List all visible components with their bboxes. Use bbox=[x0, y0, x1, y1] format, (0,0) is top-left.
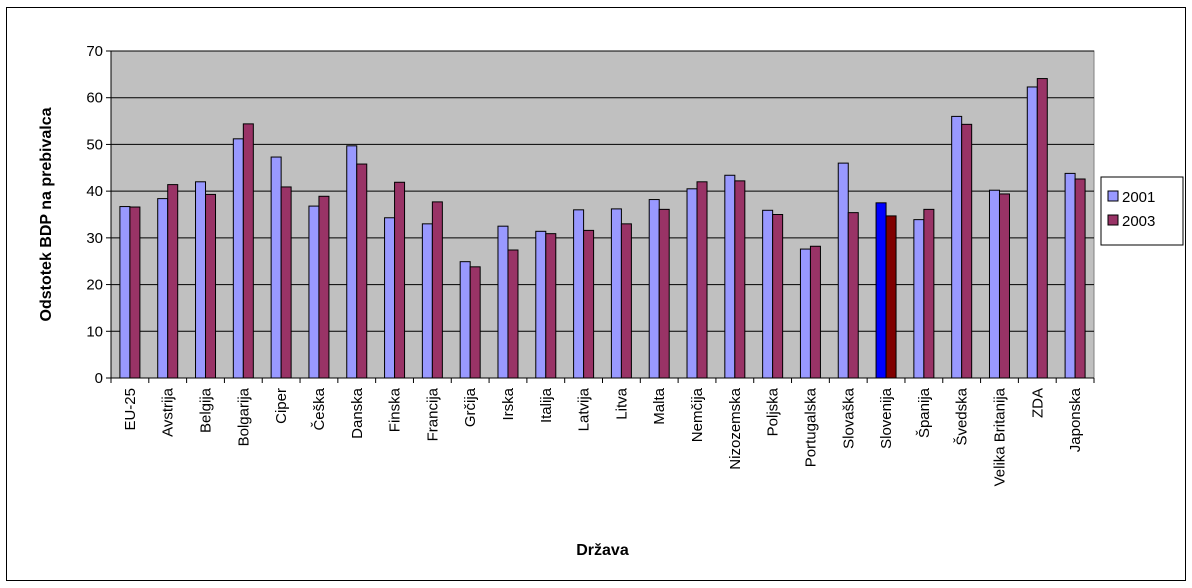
bar-2003 bbox=[545, 233, 557, 379]
x-tick-label: Malta bbox=[651, 387, 668, 424]
bar-2001 bbox=[1064, 172, 1076, 379]
bar-2003 bbox=[431, 201, 443, 379]
bar-2001 bbox=[837, 162, 849, 379]
bar-2001 bbox=[573, 209, 585, 379]
bar-2003 bbox=[923, 208, 935, 379]
bar-2001 bbox=[195, 181, 207, 379]
bar-2003 bbox=[356, 163, 368, 379]
x-tick-label: Nemčija bbox=[689, 387, 706, 442]
x-tick-label: Japonska bbox=[1067, 387, 1084, 452]
bar-2003 bbox=[772, 214, 784, 379]
plot-area bbox=[110, 50, 1095, 379]
x-tick-label: Italija bbox=[538, 387, 555, 423]
bar-2001 bbox=[421, 223, 433, 379]
x-tick-label: Nizozemska bbox=[727, 387, 744, 469]
legend-label: 2003 bbox=[1122, 213, 1155, 230]
x-tick-label: Portugalska bbox=[802, 387, 819, 467]
y-tick-label: 60 bbox=[86, 90, 103, 107]
bar-2001 bbox=[762, 209, 774, 379]
bar-2003 bbox=[620, 223, 632, 379]
x-axis-title: Država bbox=[576, 542, 629, 559]
bar-2001 bbox=[270, 156, 282, 379]
bar-2003 bbox=[1074, 178, 1086, 379]
x-tick-label: Slovaška bbox=[840, 387, 857, 449]
bar-2001 bbox=[459, 261, 471, 379]
y-tick-label: 30 bbox=[86, 230, 103, 247]
x-tick-label: Češka bbox=[311, 387, 328, 430]
axes-layer bbox=[106, 50, 1095, 383]
x-tick-label: Francija bbox=[424, 387, 441, 441]
bar-2001 bbox=[308, 205, 320, 379]
bar-2001 bbox=[610, 208, 622, 379]
bar-2001 bbox=[346, 145, 358, 379]
bar-2003 bbox=[809, 245, 821, 379]
y-tick-label: 40 bbox=[86, 183, 103, 200]
bar-2001 bbox=[875, 202, 887, 379]
bar-2003 bbox=[1036, 78, 1048, 379]
x-tick-label: Bolgarija bbox=[235, 387, 252, 446]
y-tick-label: 50 bbox=[86, 136, 103, 153]
bar-2001 bbox=[648, 199, 660, 379]
bar-2001 bbox=[686, 188, 698, 379]
x-tick-label: Avstrija bbox=[160, 387, 177, 437]
bar-2003 bbox=[734, 180, 746, 379]
bar-2001 bbox=[497, 225, 509, 379]
bar-2001 bbox=[913, 219, 925, 379]
labels-layer: 0 10 20 30 40 50 60 70 EU-25 Avstrija Belgija Bolga… bbox=[86, 43, 1084, 486]
bar-2003 bbox=[129, 206, 141, 379]
bar-2003 bbox=[658, 208, 670, 379]
bar-2003 bbox=[469, 266, 481, 379]
bar-2001 bbox=[119, 206, 131, 379]
x-tick-label: Grčija bbox=[462, 387, 479, 427]
x-tick-label: Ciper bbox=[273, 388, 290, 424]
legend-swatch-2001 bbox=[1107, 190, 1119, 202]
bar-2003 bbox=[885, 215, 897, 379]
bar-2003 bbox=[583, 229, 595, 379]
y-tick-label: 10 bbox=[86, 323, 103, 340]
bar-2003 bbox=[961, 123, 973, 379]
y-tick-label: 20 bbox=[86, 277, 103, 294]
bar-2003 bbox=[318, 195, 330, 379]
bar-2003 bbox=[998, 193, 1010, 379]
legend-swatch-2003 bbox=[1107, 214, 1119, 226]
legend: 2001 2003 bbox=[1100, 176, 1184, 246]
bar-2003 bbox=[280, 186, 292, 379]
x-tick-label: Litva bbox=[613, 387, 630, 419]
bar-2001 bbox=[951, 115, 963, 379]
bar-2001 bbox=[724, 174, 736, 379]
bar-2001 bbox=[157, 198, 169, 379]
y-tick-label: 70 bbox=[86, 43, 103, 60]
bar-2003 bbox=[167, 184, 179, 379]
x-tick-label: Velika Britanija bbox=[991, 387, 1008, 486]
x-tick-label: ZDA bbox=[1029, 388, 1046, 418]
x-tick-label: Slovenija bbox=[878, 387, 895, 449]
bar-2001 bbox=[988, 189, 1000, 379]
x-tick-label: Danska bbox=[349, 387, 366, 439]
x-tick-label: Finska bbox=[387, 387, 404, 432]
x-tick-label: Latvija bbox=[576, 387, 593, 431]
x-tick-label: Španija bbox=[916, 387, 933, 438]
bar-2003 bbox=[394, 181, 406, 379]
bar-2003 bbox=[242, 123, 254, 379]
bar-2003 bbox=[847, 212, 859, 379]
legend-label: 2001 bbox=[1122, 189, 1155, 206]
x-tick-label: Švedska bbox=[954, 387, 971, 445]
bar-2003 bbox=[507, 249, 519, 379]
bar-2001 bbox=[232, 138, 244, 379]
legend-box bbox=[1100, 176, 1184, 246]
bar-2001 bbox=[535, 230, 547, 379]
y-axis-title: Odstotek BDP na prebivalca bbox=[38, 107, 55, 321]
bar-2003 bbox=[205, 193, 217, 379]
bar-2001 bbox=[384, 217, 396, 379]
y-tick-label: 0 bbox=[95, 370, 103, 387]
bar-2003 bbox=[696, 181, 708, 379]
bar-2001 bbox=[799, 248, 811, 379]
x-tick-label: EU-25 bbox=[122, 388, 139, 431]
bar-2001 bbox=[1026, 86, 1038, 379]
x-tick-label: Belgija bbox=[198, 387, 215, 433]
x-tick-label: Poljska bbox=[765, 387, 782, 436]
x-tick-label: Irska bbox=[500, 387, 517, 420]
plot-background bbox=[110, 50, 1095, 379]
